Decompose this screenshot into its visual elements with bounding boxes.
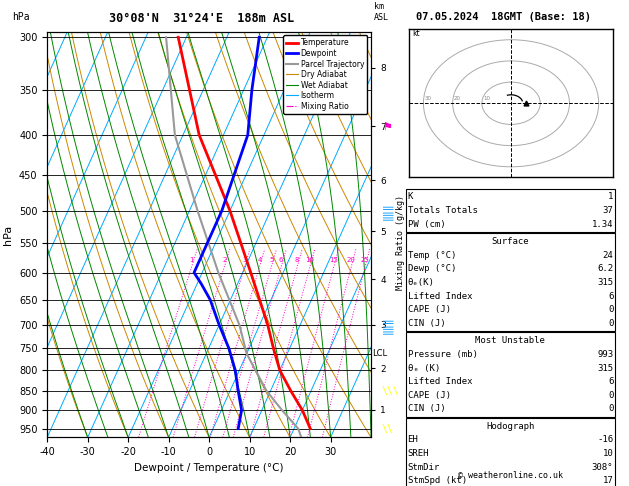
Text: StmSpd (kt): StmSpd (kt) — [408, 476, 467, 486]
Text: 308°: 308° — [592, 463, 613, 472]
Text: ‖‖‖: ‖‖‖ — [382, 202, 392, 220]
Text: 1: 1 — [189, 257, 194, 263]
Text: PW (cm): PW (cm) — [408, 220, 445, 229]
Text: 25: 25 — [360, 257, 369, 263]
Text: Lifted Index: Lifted Index — [408, 292, 472, 301]
Text: StmDir: StmDir — [408, 463, 440, 472]
Text: 0: 0 — [608, 319, 613, 328]
Text: km
ASL: km ASL — [374, 2, 389, 22]
Text: EH: EH — [408, 435, 418, 445]
Text: 0: 0 — [608, 391, 613, 400]
Text: 15: 15 — [330, 257, 338, 263]
Text: 6: 6 — [608, 377, 613, 386]
Text: 315: 315 — [597, 364, 613, 373]
Y-axis label: hPa: hPa — [3, 225, 13, 244]
Text: K: K — [408, 192, 413, 202]
Text: θₑ (K): θₑ (K) — [408, 364, 440, 373]
X-axis label: Dewpoint / Temperature (°C): Dewpoint / Temperature (°C) — [135, 463, 284, 473]
Text: CIN (J): CIN (J) — [408, 319, 445, 328]
Text: Dewp (°C): Dewp (°C) — [408, 264, 456, 274]
Text: Hodograph: Hodograph — [486, 422, 535, 431]
Text: 4: 4 — [257, 257, 262, 263]
Text: 6.2: 6.2 — [597, 264, 613, 274]
Text: 30: 30 — [425, 96, 432, 101]
Text: 6: 6 — [279, 257, 284, 263]
Text: 07.05.2024  18GMT (Base: 18): 07.05.2024 18GMT (Base: 18) — [416, 12, 591, 22]
Text: θₑ(K): θₑ(K) — [408, 278, 435, 287]
Text: 993: 993 — [597, 350, 613, 359]
Text: Temp (°C): Temp (°C) — [408, 251, 456, 260]
Text: kt: kt — [412, 29, 420, 37]
Text: 6: 6 — [608, 292, 613, 301]
Text: \\\: \\\ — [382, 386, 399, 396]
Legend: Temperature, Dewpoint, Parcel Trajectory, Dry Adiabat, Wet Adiabat, Isotherm, Mi: Temperature, Dewpoint, Parcel Trajectory… — [283, 35, 367, 114]
Text: 37: 37 — [603, 206, 613, 215]
Text: -16: -16 — [597, 435, 613, 445]
Text: 2: 2 — [222, 257, 226, 263]
Text: ‖‖‖: ‖‖‖ — [382, 316, 392, 334]
Text: 20: 20 — [454, 96, 461, 101]
Text: 10: 10 — [483, 96, 491, 101]
Text: 20: 20 — [347, 257, 355, 263]
Text: 10: 10 — [603, 449, 613, 458]
Text: 30°08'N  31°24'E  188m ASL: 30°08'N 31°24'E 188m ASL — [109, 12, 294, 25]
Text: CIN (J): CIN (J) — [408, 404, 445, 414]
Text: Mixing Ratio (g/kg): Mixing Ratio (g/kg) — [396, 195, 405, 291]
Text: 5: 5 — [269, 257, 274, 263]
Text: 10: 10 — [306, 257, 314, 263]
Text: ⚑: ⚑ — [382, 122, 392, 131]
Text: \\: \\ — [382, 424, 394, 434]
Text: Surface: Surface — [492, 237, 529, 246]
Text: CAPE (J): CAPE (J) — [408, 391, 450, 400]
Text: hPa: hPa — [13, 12, 30, 22]
Text: CAPE (J): CAPE (J) — [408, 305, 450, 314]
Text: Lifted Index: Lifted Index — [408, 377, 472, 386]
Text: 8: 8 — [295, 257, 299, 263]
Text: © weatheronline.co.uk: © weatheronline.co.uk — [458, 471, 563, 480]
Text: Most Unstable: Most Unstable — [476, 336, 545, 346]
Text: LCL: LCL — [372, 349, 387, 358]
Text: 0: 0 — [608, 305, 613, 314]
Text: 1.34: 1.34 — [592, 220, 613, 229]
Text: 315: 315 — [597, 278, 613, 287]
Text: 24: 24 — [603, 251, 613, 260]
Text: Totals Totals: Totals Totals — [408, 206, 477, 215]
Text: SREH: SREH — [408, 449, 429, 458]
Text: 3: 3 — [242, 257, 247, 263]
Text: Pressure (mb): Pressure (mb) — [408, 350, 477, 359]
Text: 17: 17 — [603, 476, 613, 486]
Text: 1: 1 — [608, 192, 613, 202]
Text: 0: 0 — [608, 404, 613, 414]
